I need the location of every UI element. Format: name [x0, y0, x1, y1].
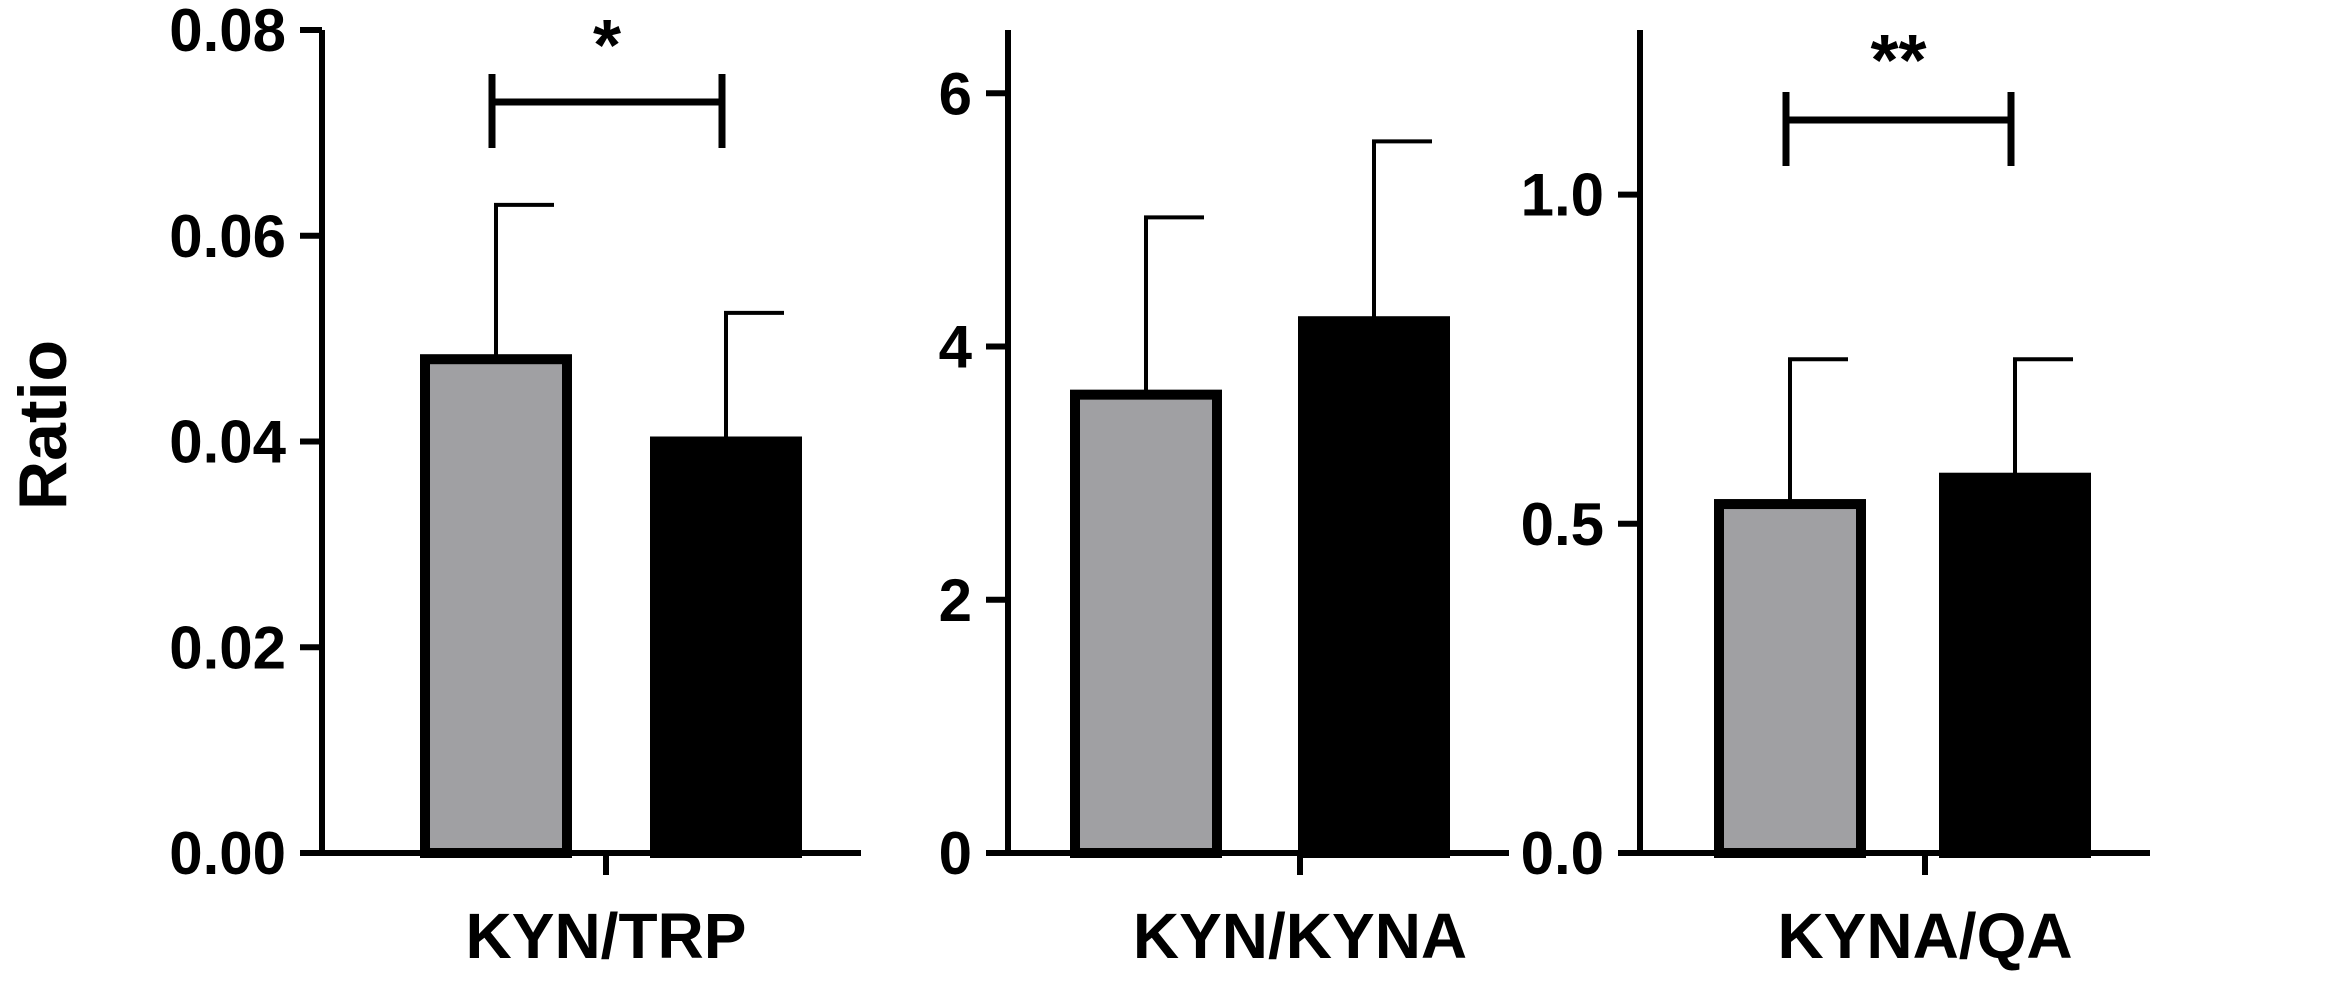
bar-group-2 — [1298, 316, 1450, 858]
y-tick-label: 6 — [939, 60, 972, 127]
significance-marker: * — [593, 6, 621, 86]
bar-group-2 — [1939, 472, 2091, 858]
y-tick-label: 0.00 — [169, 820, 286, 887]
y-axis-label: Ratio — [5, 340, 81, 510]
y-tick-label: 4 — [939, 314, 973, 381]
bar-group-1 — [1070, 389, 1222, 858]
y-tick-label: 0.08 — [169, 0, 286, 64]
y-tick-label: 0.06 — [169, 203, 286, 270]
bar-group-2 — [650, 436, 802, 858]
y-tick-label: 0.04 — [169, 409, 286, 476]
bar-group-1 — [420, 354, 572, 858]
x-category-label: KYNA/QA — [1777, 900, 2072, 972]
bar-group-1 — [1714, 499, 1866, 858]
y-tick-label: 1.0 — [1521, 162, 1604, 229]
y-tick-label: 0 — [939, 820, 972, 887]
chart-panel-1: 0.00 0.02 0.04 0.06 0.08 KYN/TRP * — [169, 0, 861, 972]
y-tick-label: 0.5 — [1521, 491, 1604, 558]
chart-panel-3: 0.0 0.5 1.0 KYNA/QA ** — [1521, 21, 2150, 972]
x-category-label: KYN/KYNA — [1133, 900, 1467, 972]
x-category-label: KYN/TRP — [466, 900, 747, 972]
significance-marker: ** — [1870, 21, 1926, 101]
y-tick-label: 0.0 — [1521, 820, 1604, 887]
y-tick-label: 2 — [939, 567, 972, 634]
chart-panel-2: 0 2 4 6 KYN/KYNA — [939, 30, 1509, 972]
y-tick-label: 0.02 — [169, 614, 286, 681]
